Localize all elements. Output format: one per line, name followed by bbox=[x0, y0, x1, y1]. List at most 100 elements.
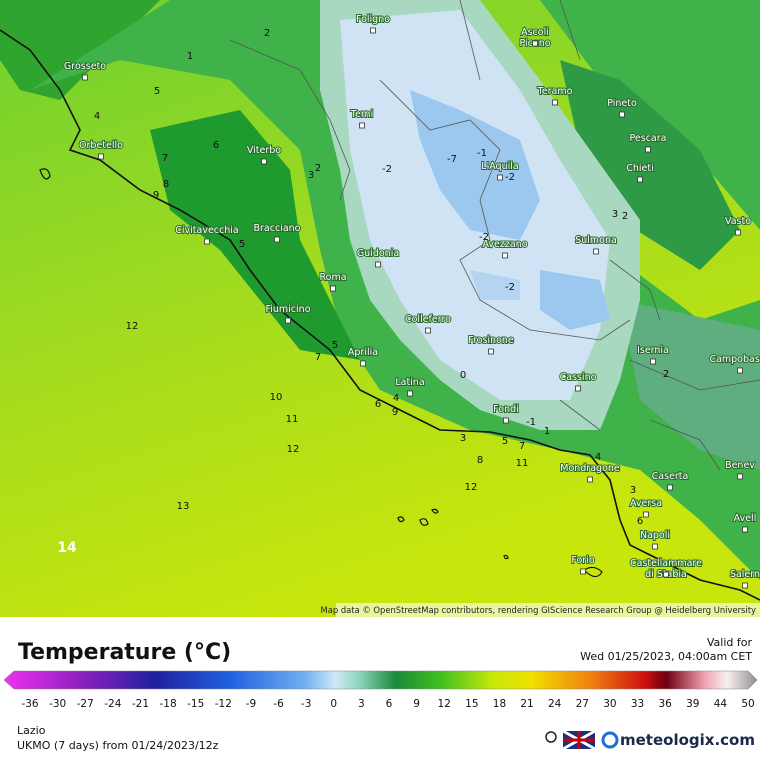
city-marker bbox=[285, 317, 291, 324]
city-marker bbox=[663, 571, 669, 578]
city-marker bbox=[261, 158, 267, 165]
city-label: Cassino bbox=[560, 372, 597, 383]
contour-label: 8 bbox=[163, 179, 169, 190]
colorbar-tick-label: -15 bbox=[187, 698, 204, 710]
colorbar-tick-label: 15 bbox=[465, 698, 478, 710]
colorbar-tick-label: 6 bbox=[386, 698, 393, 710]
legend-title: Temperature (°C) bbox=[18, 640, 231, 665]
contour-label: 9 bbox=[392, 407, 398, 418]
city-marker bbox=[82, 74, 88, 81]
contour-label: 6 bbox=[637, 516, 643, 527]
city-label: Fiumicino bbox=[265, 304, 310, 315]
contour-label: 1 bbox=[187, 51, 193, 62]
colorbar-tick-label: 36 bbox=[658, 698, 672, 710]
contour-label: 14 bbox=[57, 540, 77, 556]
city-marker bbox=[650, 358, 656, 365]
valid-label: Valid for bbox=[707, 636, 753, 649]
colorbar-tick-label: -9 bbox=[246, 698, 256, 710]
city-label: Aprilia bbox=[348, 347, 378, 358]
colorbar-tick-label: -27 bbox=[77, 698, 94, 710]
colorbar-tick-label: 27 bbox=[576, 698, 589, 710]
city-marker bbox=[652, 543, 658, 550]
contour-label: 11 bbox=[286, 414, 299, 425]
contour-label: 12 bbox=[126, 321, 139, 332]
contour-label: 3 bbox=[460, 433, 466, 444]
colorbar-tick-label: 30 bbox=[603, 698, 616, 710]
brand[interactable]: meteologix.com bbox=[620, 731, 755, 749]
city-label: Caserta bbox=[652, 471, 689, 482]
city-marker bbox=[375, 261, 381, 268]
contour-label: 6 bbox=[375, 399, 381, 410]
city-marker bbox=[425, 327, 431, 334]
city-marker bbox=[488, 348, 494, 355]
city-marker bbox=[637, 176, 643, 183]
city-marker bbox=[742, 526, 748, 533]
colorbar-tick-label: 18 bbox=[493, 698, 506, 710]
contour-label: 4 bbox=[393, 393, 399, 404]
city-label: Viterbo bbox=[247, 145, 281, 156]
city-label: Isernia bbox=[637, 345, 669, 356]
zoom-icon[interactable] bbox=[545, 731, 557, 743]
city-marker bbox=[575, 385, 581, 392]
contour-label: 0 bbox=[460, 370, 466, 381]
city-marker bbox=[497, 174, 503, 181]
colorbar-tick-label: 50 bbox=[741, 698, 754, 710]
city-label: Colleferro bbox=[405, 314, 451, 325]
city-label: Avell bbox=[734, 513, 757, 524]
colorbar-tick-label: 9 bbox=[413, 698, 420, 710]
colorbar-tick-label: -12 bbox=[215, 698, 232, 710]
contour-label: -2 bbox=[382, 164, 392, 175]
city-label: Fondi bbox=[493, 404, 519, 415]
colorbar-tick-label: -3 bbox=[301, 698, 311, 710]
contour-label: 8 bbox=[477, 455, 483, 466]
city-marker bbox=[645, 146, 651, 153]
city-label: Salern bbox=[730, 569, 760, 580]
city-label: Teramo bbox=[537, 86, 573, 97]
city-marker bbox=[330, 285, 336, 292]
colorbar-tick-label: -21 bbox=[132, 698, 149, 710]
city-label: Bracciano bbox=[254, 223, 301, 234]
city-marker bbox=[360, 360, 366, 367]
city-label: Terni bbox=[350, 109, 373, 120]
city-marker bbox=[359, 122, 365, 129]
city-marker bbox=[370, 27, 376, 34]
city-label: Frosinone bbox=[468, 335, 514, 346]
colorbar-tick-label: 24 bbox=[548, 698, 562, 710]
contour-label: -2 bbox=[479, 232, 489, 243]
city-label: Napoli bbox=[640, 530, 670, 541]
contour-label: 4 bbox=[94, 111, 100, 122]
colorbar-tick-label: -36 bbox=[21, 698, 38, 710]
city-label: Civitavecchia bbox=[175, 225, 238, 236]
colorbar-tick-label: 33 bbox=[631, 698, 644, 710]
colorbar bbox=[3, 670, 758, 690]
city-label: Aversa bbox=[630, 498, 662, 509]
contour-label: -7 bbox=[447, 154, 457, 165]
city-label: L'Aquila bbox=[481, 161, 518, 172]
colorbar-tick-label: 0 bbox=[330, 698, 337, 710]
city-marker bbox=[580, 568, 586, 575]
contour-label: 3 bbox=[308, 170, 314, 181]
contour-label: 12 bbox=[465, 482, 478, 493]
contour-label: 10 bbox=[270, 392, 283, 403]
contour-label: 3 bbox=[612, 209, 618, 220]
city-marker bbox=[502, 252, 508, 259]
contour-label: 4 bbox=[595, 452, 601, 463]
city-label: Guidonia bbox=[357, 248, 399, 259]
city-marker bbox=[503, 417, 509, 424]
city-label: Campobasso bbox=[709, 354, 760, 365]
city-marker bbox=[737, 367, 743, 374]
city-label: Orbetello bbox=[79, 140, 123, 151]
city-marker bbox=[593, 248, 599, 255]
colorbar-tick-label: -24 bbox=[104, 698, 121, 710]
city-label: Benev bbox=[725, 460, 755, 471]
contour-label: 7 bbox=[519, 441, 525, 452]
attribution: Map data © OpenStreetMap contributors, r… bbox=[321, 605, 757, 615]
city-marker bbox=[737, 473, 743, 480]
contour-label: 2 bbox=[622, 211, 628, 222]
city-marker bbox=[643, 511, 649, 518]
city-label: Sulmona bbox=[575, 235, 617, 246]
contour-label: 6 bbox=[213, 140, 219, 151]
city-label: Pescara bbox=[630, 133, 667, 144]
contour-label: 5 bbox=[154, 86, 160, 97]
contour-label: 1 bbox=[544, 426, 550, 437]
